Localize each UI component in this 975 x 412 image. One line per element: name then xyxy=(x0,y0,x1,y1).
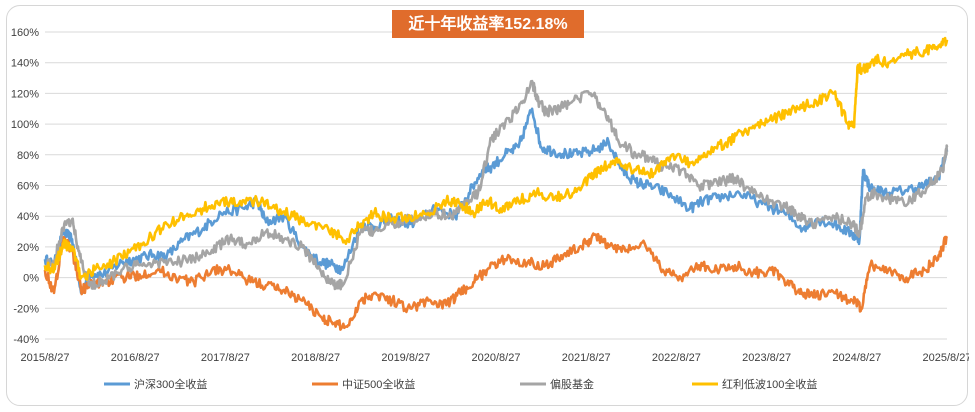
x-axis-ticks: 2015/8/27 2016/8/27 2017/8/27 2018/8/27 2019… xyxy=(21,352,969,364)
y-tick-label: 140% xyxy=(11,58,39,70)
x-tick-label: 2021/8/27 xyxy=(562,352,611,364)
x-tick-label: 2024/8/27 xyxy=(832,352,881,364)
chart-title: 近十年收益率152.18% xyxy=(392,10,584,38)
x-tick-label: 2025/8/27 xyxy=(923,352,969,364)
y-tick-label: 40% xyxy=(17,211,39,223)
x-tick-label: 2017/8/27 xyxy=(201,352,250,364)
x-tick-label: 2016/8/27 xyxy=(111,352,160,364)
line-chart: -40% -20% 0% 20% 40% 60% 80% 100% 120% 140% 160% 2… xyxy=(11,10,969,391)
y-tick-label: 20% xyxy=(17,242,39,254)
y-tick-label: -20% xyxy=(13,303,39,315)
legend-label: 红利低波100全收益 xyxy=(722,377,817,391)
chart-frame: -40% -20% 0% 20% 40% 60% 80% 100% 120% 140% 160% 2… xyxy=(6,5,969,406)
y-tick-label: 120% xyxy=(11,88,39,100)
y-axis-ticks: -40% -20% 0% 20% 40% 60% 80% 100% 120% 140% 160% xyxy=(11,27,39,346)
y-tick-label: 60% xyxy=(17,181,39,193)
legend-label: 偏股基金 xyxy=(550,377,594,391)
y-tick-label: 80% xyxy=(17,150,39,162)
chart-title-background xyxy=(392,10,584,38)
legend-label: 沪深300全收益 xyxy=(134,377,207,391)
chart-title-text: 近十年收益率152.18% xyxy=(408,14,567,33)
series-line xyxy=(43,36,949,281)
legend-item: 红利低波100全收益 xyxy=(692,377,817,391)
x-tick-label: 2020/8/27 xyxy=(472,352,521,364)
series-line xyxy=(43,232,949,331)
x-tick-label: 2019/8/27 xyxy=(381,352,430,364)
series-lines xyxy=(43,36,949,331)
x-tick-label: 2022/8/27 xyxy=(652,352,701,364)
x-tick-label: 2015/8/27 xyxy=(21,352,70,364)
y-tick-label: 160% xyxy=(11,27,39,39)
legend-item: 中证500全收益 xyxy=(312,377,415,391)
y-tick-label: -40% xyxy=(13,334,39,346)
legend-item: 偏股基金 xyxy=(520,377,594,391)
y-tick-label: 100% xyxy=(11,119,39,131)
y-tick-label: 0% xyxy=(23,273,39,285)
x-tick-label: 2018/8/27 xyxy=(291,352,340,364)
legend-item: 沪深300全收益 xyxy=(104,377,207,391)
x-tick-label: 2023/8/27 xyxy=(742,352,791,364)
series-line xyxy=(43,79,949,291)
legend-label: 中证500全收益 xyxy=(342,377,415,391)
legend: 沪深300全收益 中证500全收益 偏股基金 红利低波100全收益 xyxy=(104,377,817,391)
